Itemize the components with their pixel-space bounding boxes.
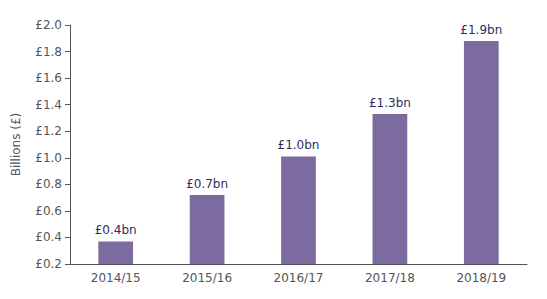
svg-text:£1.6: £1.6 — [35, 71, 62, 85]
svg-text:£0.4: £0.4 — [35, 230, 62, 244]
svg-text:£1.4: £1.4 — [35, 98, 62, 112]
svg-text:2016/17: 2016/17 — [274, 271, 324, 285]
svg-text:Billions (£): Billions (£) — [9, 113, 23, 177]
svg-text:£0.6: £0.6 — [35, 204, 62, 218]
svg-text:£2.0: £2.0 — [35, 18, 62, 32]
svg-text:£0.8: £0.8 — [35, 177, 62, 191]
svg-text:£1.0: £1.0 — [35, 151, 62, 165]
svg-text:£1.2: £1.2 — [35, 124, 62, 138]
svg-text:2018/19: 2018/19 — [456, 271, 506, 285]
svg-text:£0.4bn: £0.4bn — [95, 223, 137, 237]
svg-text:£1.8: £1.8 — [35, 45, 62, 59]
svg-text:£0.7bn: £0.7bn — [186, 177, 228, 191]
svg-text:2015/16: 2015/16 — [182, 271, 232, 285]
svg-text:£1.0bn: £1.0bn — [278, 138, 320, 152]
svg-text:£1.3bn: £1.3bn — [369, 96, 411, 110]
svg-text:2017/18: 2017/18 — [365, 271, 415, 285]
svg-text:£1.9bn: £1.9bn — [460, 23, 502, 37]
svg-text:2014/15: 2014/15 — [91, 271, 141, 285]
svg-text:£0.2: £0.2 — [35, 257, 62, 271]
